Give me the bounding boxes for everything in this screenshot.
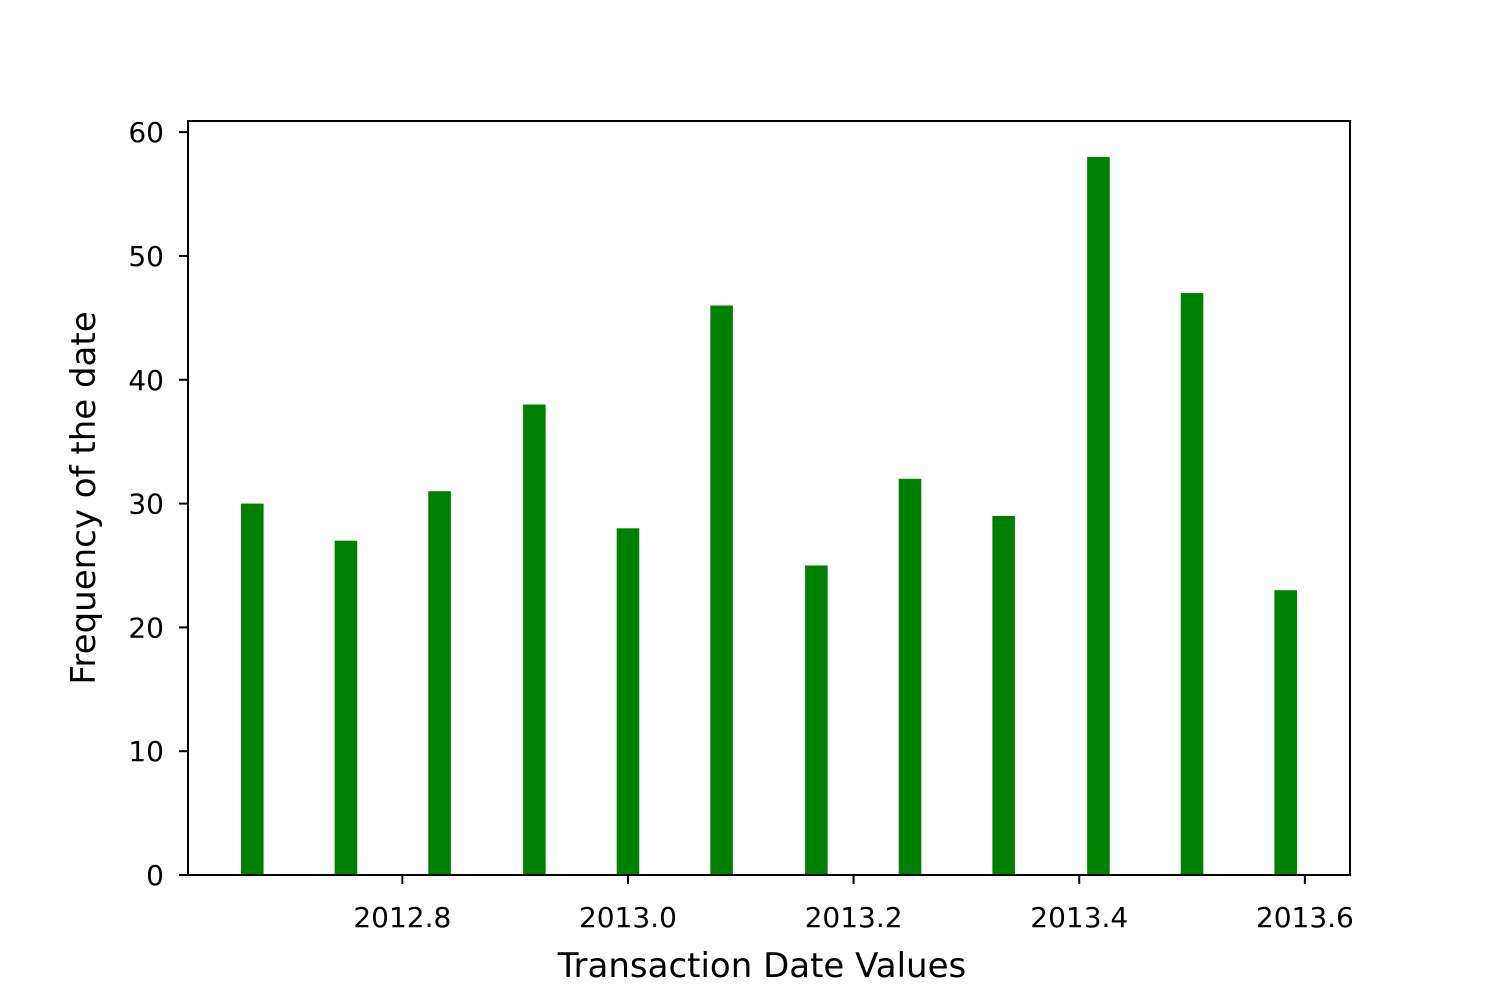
y-tick-label: 30 bbox=[128, 488, 164, 521]
bar bbox=[1180, 293, 1204, 876]
x-tick-label: 2012.8 bbox=[353, 901, 451, 934]
bar bbox=[1274, 590, 1297, 875]
bar bbox=[616, 528, 640, 875]
x-tick-label: 2013.0 bbox=[579, 901, 677, 934]
bar bbox=[523, 404, 546, 875]
bars-group bbox=[241, 156, 1297, 876]
x-tick-label: 2013.2 bbox=[805, 901, 903, 934]
y-tick-label: 20 bbox=[128, 611, 164, 644]
y-axis-title: Frequency of the date bbox=[64, 311, 104, 684]
bar bbox=[428, 491, 451, 875]
y-tick-label: 40 bbox=[128, 364, 164, 397]
bar bbox=[334, 540, 358, 875]
bar bbox=[898, 478, 922, 875]
y-axis-ticks: 0 10 20 30 40 50 60 bbox=[128, 116, 188, 892]
y-tick-label: 50 bbox=[128, 240, 164, 273]
x-axis-ticks: 2012.8 2013.0 2013.2 2013.4 2013.6 bbox=[353, 875, 1354, 934]
y-tick-label: 60 bbox=[128, 116, 164, 149]
bar bbox=[241, 503, 264, 875]
bar bbox=[805, 565, 828, 875]
bar bbox=[992, 515, 1015, 875]
y-tick-label: 0 bbox=[146, 859, 164, 892]
x-axis-title: Transaction Date Values bbox=[557, 946, 966, 986]
plot-frame bbox=[187, 120, 1351, 876]
x-tick-label: 2013.6 bbox=[1256, 901, 1354, 934]
y-tick-label: 10 bbox=[128, 735, 164, 768]
x-tick-label: 2013.4 bbox=[1030, 901, 1128, 934]
bar bbox=[710, 305, 733, 875]
bar bbox=[1087, 156, 1110, 875]
